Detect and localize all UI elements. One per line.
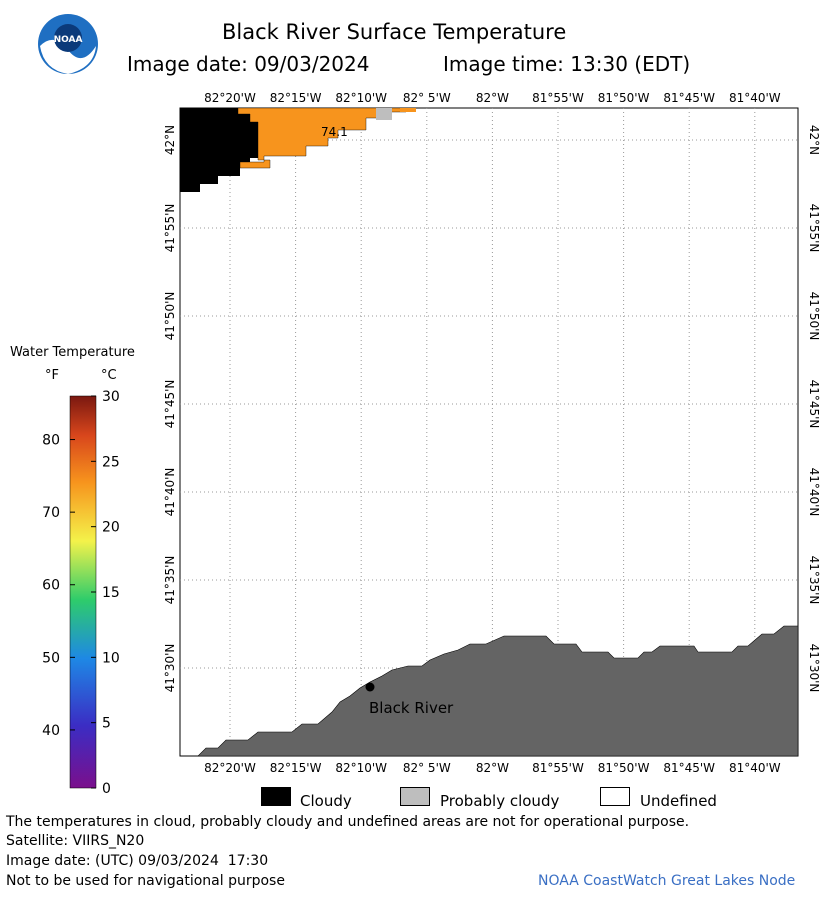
lat-label-right: 41°40'N: [807, 468, 821, 517]
lon-label-bottom: 82°20'W: [204, 761, 256, 775]
lat-label-left: 41°30'N: [163, 644, 177, 693]
lat-label-right: 41°55'N: [807, 204, 821, 253]
lon-label-bottom: 81°55'W: [532, 761, 584, 775]
lon-label-bottom: 82° 5'W: [403, 761, 451, 775]
page-title: Black River Surface Temperature: [222, 20, 567, 44]
legend-label-probably-cloudy: Probably cloudy: [440, 792, 560, 810]
lat-label-right: 41°30'N: [807, 644, 821, 693]
warm-water-patch: [400, 108, 416, 112]
lon-label-bottom: 82°10'W: [335, 761, 387, 775]
c-tick-label: 0: [102, 781, 111, 797]
lat-label-right: 41°45'N: [807, 380, 821, 429]
noaa-logo: NOAA: [38, 14, 98, 74]
lon-label-top: 82°10'W: [335, 91, 387, 105]
lon-label-bottom: 81°40'W: [729, 761, 781, 775]
lon-label-top: 82°W: [476, 91, 509, 105]
c-tick-label: 15: [102, 585, 120, 601]
footer-disclaimer: The temperatures in cloud, probably clou…: [6, 814, 690, 830]
lat-label-right: 42°N: [807, 125, 821, 155]
logo-gull-circle: [54, 24, 82, 52]
lon-label-bottom: 82°W: [476, 761, 509, 775]
lon-label-top: 82°20'W: [204, 91, 256, 105]
logo-text: NOAA: [54, 35, 83, 45]
legend-swatch-undefined: [600, 787, 630, 806]
black-river-marker: [365, 682, 375, 692]
legend-label-cloudy: Cloudy: [300, 792, 352, 810]
c-tick-label: 30: [102, 390, 120, 405]
f-tick-label: 80: [42, 433, 60, 449]
colorbar-title: Water Temperature: [10, 345, 135, 360]
legend-swatch-probably-cloudy: [400, 787, 430, 806]
colorbar-unit-f: °F: [45, 368, 59, 383]
f-tick-label: 40: [42, 723, 60, 739]
footer-utc-date: Image date: (UTC) 09/03/2024 17:30: [6, 853, 269, 869]
lat-label-right: 41°35'N: [807, 556, 821, 605]
lat-label-left: 41°55'N: [163, 204, 177, 253]
lon-label-top: 81°45'W: [663, 91, 715, 105]
lon-label-bottom: 81°45'W: [663, 761, 715, 775]
graticule: 82°20'W 82°20'W 82°15'W 82°15'W 82°10'W 82°10…: [163, 91, 821, 775]
lon-label-top: 81°55'W: [532, 91, 584, 105]
footer-nav-warning: Not to be used for navigational purpose: [6, 873, 285, 889]
footer-credit: NOAA CoastWatch Great Lakes Node: [538, 873, 796, 889]
lat-label-left: 41°35'N: [163, 556, 177, 605]
f-tick-label: 60: [42, 578, 60, 594]
cloud-area: [180, 108, 266, 192]
lat-label-left: 41°40'N: [163, 468, 177, 517]
c-tick-label: 5: [102, 716, 111, 732]
lon-label-top: 82° 5'W: [403, 91, 451, 105]
temp-label: 74.1: [321, 125, 348, 139]
lon-label-top: 81°50'W: [598, 91, 650, 105]
footer-satellite: Satellite: VIIRS_N20: [6, 833, 145, 849]
colorbar-unit-c: °C: [101, 368, 117, 383]
lat-label-right: 41°50'N: [807, 292, 821, 341]
map-panel: 82°20'W 82°20'W 82°15'W 82°15'W 82°10'W 82°10…: [163, 91, 821, 775]
c-tick-label: 20: [102, 520, 120, 536]
land-area: [183, 625, 799, 757]
lon-label-top: 81°40'W: [729, 91, 781, 105]
lat-label-left: 41°50'N: [163, 292, 177, 341]
f-tick-label: 70: [42, 505, 60, 521]
probably-cloudy-area: [376, 108, 392, 120]
lon-label-bottom: 82°15'W: [270, 761, 322, 775]
c-ticks: 30 25 20 15 10 5 0: [91, 390, 120, 797]
lon-label-bottom: 81°50'W: [598, 761, 650, 775]
f-tick-label: 50: [42, 650, 60, 666]
f-ticks: 80 70 60 50 40: [42, 433, 75, 739]
legend-swatch-cloudy: [261, 787, 291, 806]
lat-label-left: 41°45'N: [163, 380, 177, 429]
c-tick-label: 25: [102, 454, 120, 470]
lat-label-left: 42°N: [163, 125, 177, 155]
image-time: Image time: 13:30 (EDT): [443, 52, 691, 76]
lon-label-top: 82°15'W: [270, 91, 322, 105]
image-date: Image date: 09/03/2024: [127, 52, 370, 76]
place-label: Black River: [369, 699, 454, 717]
legend-label-undefined: Undefined: [640, 792, 717, 810]
logo-wave: [40, 39, 96, 74]
c-tick-label: 10: [102, 650, 120, 666]
